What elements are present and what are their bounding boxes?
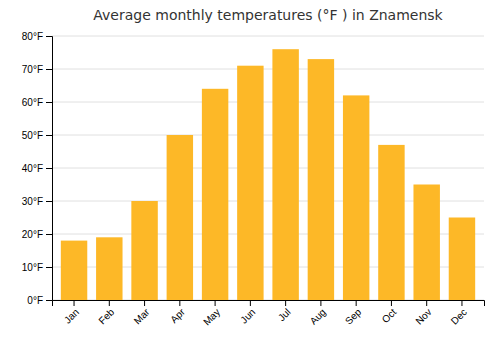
x-tick-label: May (201, 306, 222, 327)
y-tick: 50°F (22, 130, 52, 141)
y-tick-label: 30°F (22, 196, 43, 207)
plot-area (61, 49, 475, 300)
x-tick-label: Nov (413, 306, 433, 326)
bar (202, 89, 228, 300)
y-tick: 30°F (22, 196, 52, 207)
x-tick: May (201, 300, 222, 328)
y-tick-mark (46, 300, 52, 301)
bar (343, 95, 369, 300)
y-tick-mark (46, 36, 52, 37)
x-tick: Jul (276, 300, 293, 323)
x-tick: Oct (380, 300, 399, 325)
y-axis: 0°F 10°F 20°F 30°F 40°F 50°F 60°F 70°F 80°F (22, 31, 53, 306)
x-tick-label: Oct (380, 306, 399, 325)
y-tick-mark (46, 201, 52, 202)
bar (61, 241, 87, 300)
y-tick-label: 50°F (22, 130, 43, 141)
bar (96, 237, 122, 300)
bar (449, 218, 475, 301)
grid-line (52, 135, 484, 136)
bar (131, 201, 157, 300)
y-tick-label: 10°F (22, 262, 43, 273)
x-tick-mark (250, 300, 251, 306)
y-tick: 70°F (22, 64, 52, 75)
y-tick-label: 20°F (22, 229, 43, 240)
x-tick-mark (215, 300, 216, 306)
x-tick-label: Jul (276, 306, 293, 323)
y-tick-mark (46, 69, 52, 70)
y-tick-mark (46, 168, 52, 169)
x-tick: Dec (449, 300, 469, 327)
chart-container: 0°F 10°F 20°F 30°F 40°F 50°F 60°F 70°F 80°F Jan Fe… (0, 0, 500, 350)
x-tick-mark (320, 300, 321, 306)
x-tick-mark (109, 300, 110, 306)
y-tick: 80°F (22, 31, 52, 42)
x-tick: Mar (132, 300, 152, 326)
x-tick-label: Jun (238, 306, 257, 325)
y-tick-mark (46, 234, 52, 235)
x-tick-mark (426, 300, 427, 306)
title: Average monthly temperatures (°F ) in Zn… (93, 7, 443, 23)
y-tick: 10°F (22, 262, 52, 273)
grid-line (52, 168, 484, 169)
grid-line (52, 36, 484, 37)
x-tick-mark (144, 300, 145, 306)
x-tick: Apr (168, 300, 187, 325)
y-tick-mark (46, 135, 52, 136)
x-tick-label: Apr (168, 306, 187, 325)
bar (237, 66, 263, 300)
y-tick: 60°F (22, 97, 52, 108)
x-tick-mark (356, 300, 357, 306)
x-tick-label: Dec (449, 306, 469, 326)
y-tick-label: 70°F (22, 64, 43, 75)
x-tick-mark (461, 300, 462, 306)
bar (272, 49, 298, 300)
x-tick-mark (285, 300, 286, 306)
y-tick-mark (46, 102, 52, 103)
y-tick-label: 40°F (22, 163, 43, 174)
x-tick: Feb (96, 300, 116, 326)
x-tick: Sep (343, 300, 364, 327)
y-tick: 40°F (22, 163, 52, 174)
y-tick-mark (46, 267, 52, 268)
x-tick-label: Jan (62, 306, 81, 325)
bar (413, 185, 439, 301)
axis-line (46, 37, 53, 301)
y-tick-label: 0°F (27, 295, 43, 306)
y-tick-label: 60°F (22, 97, 43, 108)
grid-line (52, 102, 484, 103)
x-axis: Jan Feb Mar Apr May Jun Jul Aug Sep Oct Nov Dec (53, 300, 485, 328)
bar (167, 135, 193, 300)
x-tick-mark (74, 300, 75, 306)
x-tick-label: Mar (132, 306, 152, 326)
axis-line (53, 301, 485, 307)
bar (308, 59, 334, 300)
y-tick: 20°F (22, 229, 52, 240)
bar (378, 145, 404, 300)
x-tick-label: Feb (96, 306, 116, 326)
x-tick: Jun (238, 300, 257, 326)
x-tick: Jan (62, 300, 81, 326)
x-tick-mark (391, 300, 392, 306)
y-tick: 0°F (27, 295, 52, 306)
x-tick-mark (179, 300, 180, 306)
x-tick: Aug (308, 300, 328, 327)
grid (52, 36, 484, 300)
x-tick-label: Aug (308, 306, 328, 326)
y-tick-label: 80°F (22, 31, 43, 42)
x-tick-label: Sep (343, 306, 364, 327)
grid-line (52, 69, 484, 70)
chart-svg: 0°F 10°F 20°F 30°F 40°F 50°F 60°F 70°F 80°F Jan Fe… (0, 0, 500, 350)
x-tick: Nov (413, 300, 433, 327)
